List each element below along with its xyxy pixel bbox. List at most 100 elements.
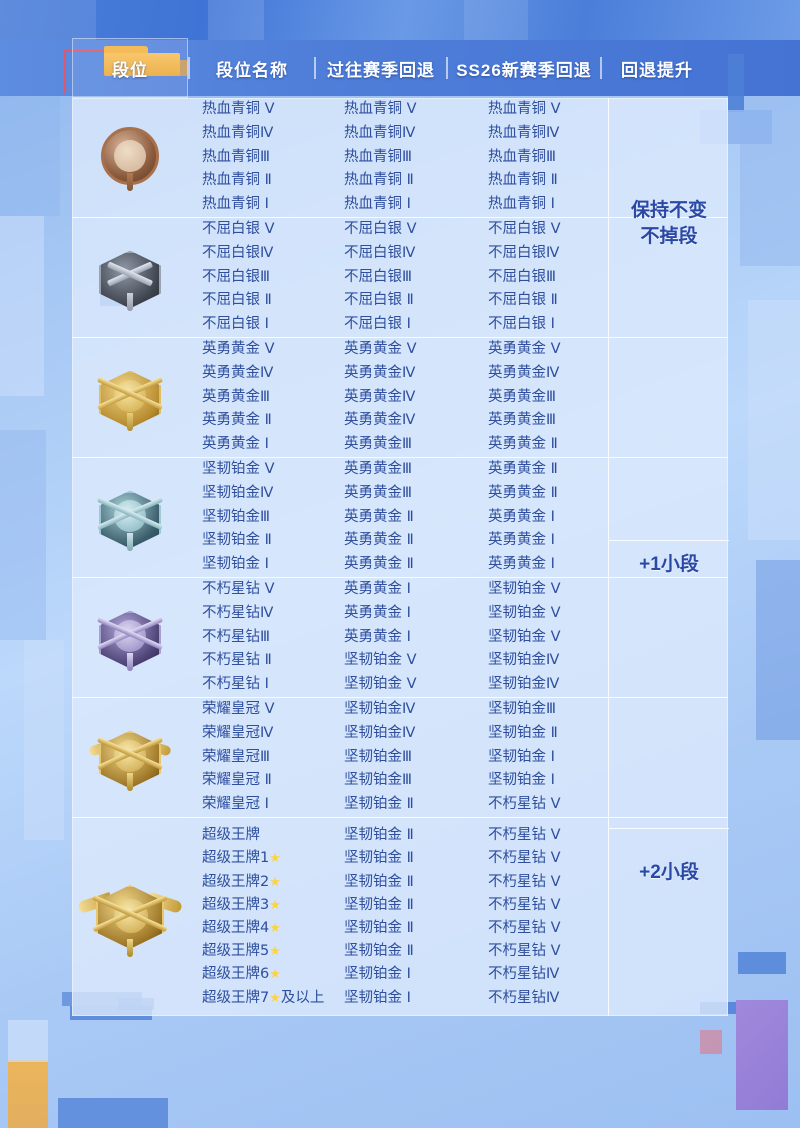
tier-past-cell-ace: 坚韧铂金 Ⅱ 坚韧铂金 Ⅱ 坚韧铂金 Ⅱ 坚韧铂金 Ⅱ 坚韧铂金 Ⅱ 坚韧铂金 Ⅱ 坚韧铂金… <box>328 818 468 1016</box>
header-divider-1 <box>188 57 190 79</box>
cell-ss26-reset: 英勇黄金 V <box>488 341 561 357</box>
red-accent-line <box>64 50 108 94</box>
cell-rank-name: 不朽星钻Ⅳ <box>202 604 274 621</box>
cell-rank-name: 超级王牌5★ <box>202 943 281 960</box>
cell-ss26-reset: 不朽星钻 V <box>488 873 561 890</box>
cell-past-reset: 英勇黄金Ⅳ <box>344 388 416 405</box>
tier-name-cell-platinum: 坚韧铂金 V 坚韧铂金Ⅳ 坚韧铂金Ⅲ 坚韧铂金 Ⅱ 坚韧铂金 Ⅰ <box>188 458 328 577</box>
cell-ss26-reset: 不朽星钻 V <box>488 850 561 867</box>
cell-past-reset: 坚韧铂金 Ⅰ <box>344 966 411 983</box>
tier-row-silver: 不屈白银 V 不屈白银Ⅳ 不屈白银Ⅲ 不屈白银 Ⅱ 不屈白银 Ⅰ 不屈白银 V 不屈白银Ⅳ 不… <box>72 218 728 338</box>
cell-past-reset: 不屈白银 Ⅱ <box>344 292 414 309</box>
cell-ss26-reset: 不朽星钻 V <box>488 896 561 913</box>
cell-ss26-reset: 不朽星钻 V <box>488 796 561 813</box>
cell-rank-name: 荣耀皇冠Ⅳ <box>202 724 274 741</box>
bronze-medal-icon <box>93 121 167 195</box>
tier-name-cell-gold: 英勇黄金 V 英勇黄金Ⅳ 英勇黄金Ⅲ 英勇黄金 Ⅱ 英勇黄金 Ⅰ <box>188 338 328 457</box>
tier-row-ace: 超级王牌 超级王牌1★ 超级王牌2★ 超级王牌3★ 超级王牌4★ 超级王牌5★ 超级王牌6★… <box>72 818 728 1016</box>
cell-past-reset: 坚韧铂金 V <box>344 676 417 693</box>
cell-rank-name: 不朽星钻Ⅲ <box>202 628 270 645</box>
bg-block-10 <box>58 1098 168 1128</box>
tier-past-cell-silver: 不屈白银 V 不屈白银Ⅳ 不屈白银Ⅲ 不屈白银 Ⅱ 不屈白银 Ⅰ <box>328 218 468 337</box>
cell-past-reset: 英勇黄金 V <box>344 341 417 357</box>
note-divider-1 <box>609 540 729 541</box>
cell-past-reset: 英勇黄金Ⅲ <box>344 436 412 453</box>
cell-past-reset: 坚韧铂金 Ⅱ <box>344 873 414 890</box>
tier-past-cell-diamond: 英勇黄金 Ⅰ 英勇黄金 Ⅰ 英勇黄金 Ⅰ 坚韧铂金 V 坚韧铂金 V <box>328 578 468 697</box>
cell-rank-name: 荣耀皇冠 Ⅰ <box>202 796 269 813</box>
tier-ss26-cell-diamond: 坚韧铂金 V 坚韧铂金 V 坚韧铂金 V 坚韧铂金Ⅳ 坚韧铂金Ⅳ <box>468 578 608 697</box>
bg-block-pink-right <box>700 1030 722 1054</box>
medal-stem <box>127 652 133 671</box>
header-first-cell-box <box>72 38 188 98</box>
tier-row-bronze: 热血青铜 V 热血青铜Ⅳ 热血青铜Ⅲ 热血青铜 Ⅱ 热血青铜 Ⅰ 热血青铜 V 热血青铜Ⅳ 热… <box>72 98 728 218</box>
cell-past-reset: 英勇黄金Ⅲ <box>344 461 412 477</box>
cell-ss26-reset: 热血青铜Ⅳ <box>488 124 560 141</box>
reset-boost-column: 保持不变 不掉段 +1小段 +2小段 <box>608 98 729 1016</box>
note-plus-one: +1小段 <box>609 552 729 578</box>
cell-ss26-reset: 坚韧铂金 Ⅰ <box>488 772 555 789</box>
cell-past-reset: 英勇黄金Ⅲ <box>344 484 412 501</box>
tier-name-cell-bronze: 热血青铜 V 热血青铜Ⅳ 热血青铜Ⅲ 热血青铜 Ⅱ 热血青铜 Ⅰ <box>188 98 328 217</box>
cell-rank-name: 超级王牌3★ <box>202 896 281 913</box>
cell-rank-name: 荣耀皇冠Ⅲ <box>202 748 270 765</box>
tier-row-diamond: 不朽星钻 V 不朽星钻Ⅳ 不朽星钻Ⅲ 不朽星钻 Ⅱ 不朽星钻 Ⅰ 英勇黄金 Ⅰ 英勇黄金 Ⅰ… <box>72 578 728 698</box>
cell-ss26-reset: 坚韧铂金 V <box>488 581 561 597</box>
cell-past-reset: 英勇黄金Ⅳ <box>344 364 416 381</box>
gold-medal-icon <box>93 361 167 435</box>
cell-rank-name: 热血青铜 V <box>202 101 275 117</box>
star-icon: ★ <box>269 944 281 960</box>
folder-icon <box>104 46 188 76</box>
cell-rank-name: 不屈白银Ⅲ <box>202 268 270 285</box>
cell-ss26-reset: 坚韧铂金 V <box>488 628 561 645</box>
header-divider-4 <box>600 57 602 79</box>
platinum-medal-icon <box>93 481 167 555</box>
medal-inner <box>114 139 146 172</box>
cell-ss26-reset: 热血青铜Ⅲ <box>488 148 556 165</box>
cell-past-reset: 坚韧铂金 Ⅱ <box>344 943 414 960</box>
star-icon: ★ <box>269 874 281 890</box>
cell-past-reset: 坚韧铂金 Ⅱ <box>344 796 414 813</box>
cell-ss26-reset: 英勇黄金 Ⅰ <box>488 532 555 549</box>
tier-badge-cell-platinum <box>72 458 188 577</box>
header-divider-2 <box>314 57 316 79</box>
cell-past-reset: 热血青铜 Ⅰ <box>344 196 411 213</box>
tier-ss26-cell-platinum: 英勇黄金 Ⅱ 英勇黄金 Ⅱ 英勇黄金 Ⅰ 英勇黄金 Ⅰ 英勇黄金 Ⅰ <box>468 458 608 577</box>
cell-rank-name: 不朽星钻 Ⅱ <box>202 652 272 669</box>
tier-badge-cell-crown <box>72 698 188 817</box>
cell-ss26-reset: 热血青铜 Ⅰ <box>488 196 555 213</box>
cell-rank-name: 坚韧铂金 Ⅰ <box>202 556 269 573</box>
cell-past-reset: 坚韧铂金Ⅳ <box>344 701 416 717</box>
folder-tab <box>104 46 148 55</box>
bg-block-2 <box>0 216 44 396</box>
cell-ss26-reset: 不朽星钻Ⅳ <box>488 966 560 983</box>
cell-rank-name: 热血青铜Ⅳ <box>202 124 274 141</box>
cell-past-reset: 热血青铜Ⅲ <box>344 148 412 165</box>
bg-block-15 <box>738 952 786 974</box>
header-divider-3 <box>446 57 448 79</box>
cell-rank-name: 超级王牌 <box>202 827 260 844</box>
medal-stem <box>127 772 133 791</box>
cell-rank-name: 不朽星钻 Ⅰ <box>202 676 269 693</box>
tier-ss26-cell-ace: 不朽星钻 V 不朽星钻 V 不朽星钻 V 不朽星钻 V 不朽星钻 V 不朽星钻 V 不朽星钻… <box>468 818 608 1016</box>
cell-past-reset: 英勇黄金 Ⅰ <box>344 581 411 597</box>
diamond-medal-icon <box>93 601 167 675</box>
cell-past-reset: 英勇黄金 Ⅰ <box>344 604 411 621</box>
star-icon: ★ <box>269 851 281 867</box>
header-col-rank-name: 段位名称 <box>216 60 288 80</box>
medal-stem <box>127 939 133 957</box>
note-keep-unchanged-line1: 保持不变 <box>630 200 707 221</box>
cell-rank-name: 坚韧铂金 V <box>202 461 275 477</box>
bg-block-6 <box>8 1020 48 1062</box>
cell-ss26-reset: 英勇黄金 Ⅱ <box>488 436 558 453</box>
tier-name-cell-silver: 不屈白银 V 不屈白银Ⅳ 不屈白银Ⅲ 不屈白银 Ⅱ 不屈白银 Ⅰ <box>188 218 328 337</box>
tier-name-cell-crown: 荣耀皇冠 V 荣耀皇冠Ⅳ 荣耀皇冠Ⅲ 荣耀皇冠 Ⅱ 荣耀皇冠 Ⅰ <box>188 698 328 817</box>
silver-medal-icon <box>93 241 167 315</box>
star-icon: ★ <box>269 967 281 983</box>
cell-rank-name: 热血青铜 Ⅰ <box>202 196 269 213</box>
cell-rank-name: 不朽星钻 V <box>202 581 275 597</box>
note-keep-unchanged-line2: 不掉段 <box>640 226 698 247</box>
cell-ss26-reset: 英勇黄金 Ⅰ <box>488 556 555 573</box>
medal-stem <box>127 292 133 311</box>
cell-rank-name: 英勇黄金 Ⅱ <box>202 412 272 429</box>
